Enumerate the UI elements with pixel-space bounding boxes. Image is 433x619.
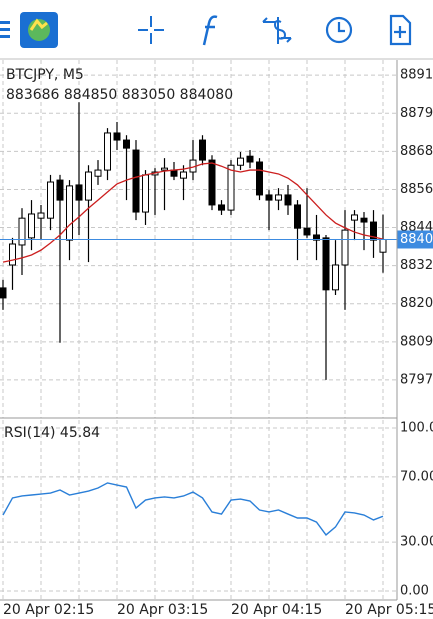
candle-body [265,194,273,201]
candle-body [56,179,64,201]
candle-body [132,149,140,213]
trade-icon[interactable] [262,17,292,44]
candle-body [85,171,92,201]
candle-body [275,194,282,201]
candle-body [199,139,206,161]
candle-body [170,169,178,177]
x-tick-label: 20 Apr 04:15 [231,602,322,618]
y-tick-label: 8797 [400,372,433,387]
candle-body [28,213,35,239]
candle-body [66,185,73,241]
rsi-line [2,482,384,536]
indicator-icon[interactable] [202,15,218,46]
candle-body [379,238,387,253]
price-tag [397,230,433,249]
candle-body [208,159,216,206]
candle-body [123,139,130,149]
candle-body [360,217,368,223]
app-icon[interactable] [20,12,58,48]
candle-body [142,174,149,213]
candle-body [37,212,45,219]
candle-body [341,229,349,266]
y-tick-label: 8820 [400,296,433,311]
y-tick-label: 8891 [400,68,433,83]
candle-body [18,217,26,246]
y-tick-label: 8868 [400,144,433,159]
y-tick-label: 70.00 [400,469,433,484]
candle-body [104,132,111,171]
candle-body [227,164,235,211]
candle-body [284,194,292,206]
candle-body [294,204,301,229]
x-tick-label: 20 Apr 02:15 [3,602,94,618]
candle-body [94,169,102,177]
candle-body [180,171,187,179]
candle-body [161,167,168,171]
chart-title: BTCJPY, M5 [6,67,84,83]
candle-body [303,227,311,236]
candle-body [47,181,54,219]
candle-body [113,132,121,141]
candle-body [332,264,339,291]
crosshair-icon[interactable] [138,16,164,44]
x-tick-label: 20 Apr 05:15 [345,602,433,618]
candle-body [351,214,358,221]
x-tick-label: 20 Apr 03:15 [117,602,208,618]
candle-body [218,204,225,211]
y-tick-label: 8832 [400,258,433,273]
history-icon[interactable] [325,16,353,44]
menu-icon[interactable] [0,21,10,38]
price-tag-label: 8840 [400,232,433,247]
y-tick-label: 8856 [400,182,433,197]
candle-body [0,287,7,299]
y-tick-label: 30.00 [400,535,433,550]
y-tick-label: 8879 [400,106,433,121]
y-tick-label: 100.00 [400,420,433,435]
ohlc-readout: 883686 884850 883050 884080 [6,87,233,103]
y-tick-label: 8809 [400,334,433,349]
indicator-title: RSI(14) 45.84 [4,425,100,441]
candle-body [246,155,254,163]
plot-layer: 8891887988688856884488328820880987978840… [0,60,433,618]
candle-body [9,243,16,266]
y-tick-label: 0.00 [400,584,429,599]
toolbar [0,0,433,58]
moving-average [2,162,384,263]
new-order-icon[interactable] [389,14,412,46]
candle-body [237,157,244,166]
candle-body [75,184,83,201]
candle-body [313,234,320,241]
candle-body [370,221,377,241]
candle-body [322,237,330,291]
candle-body [256,161,263,196]
